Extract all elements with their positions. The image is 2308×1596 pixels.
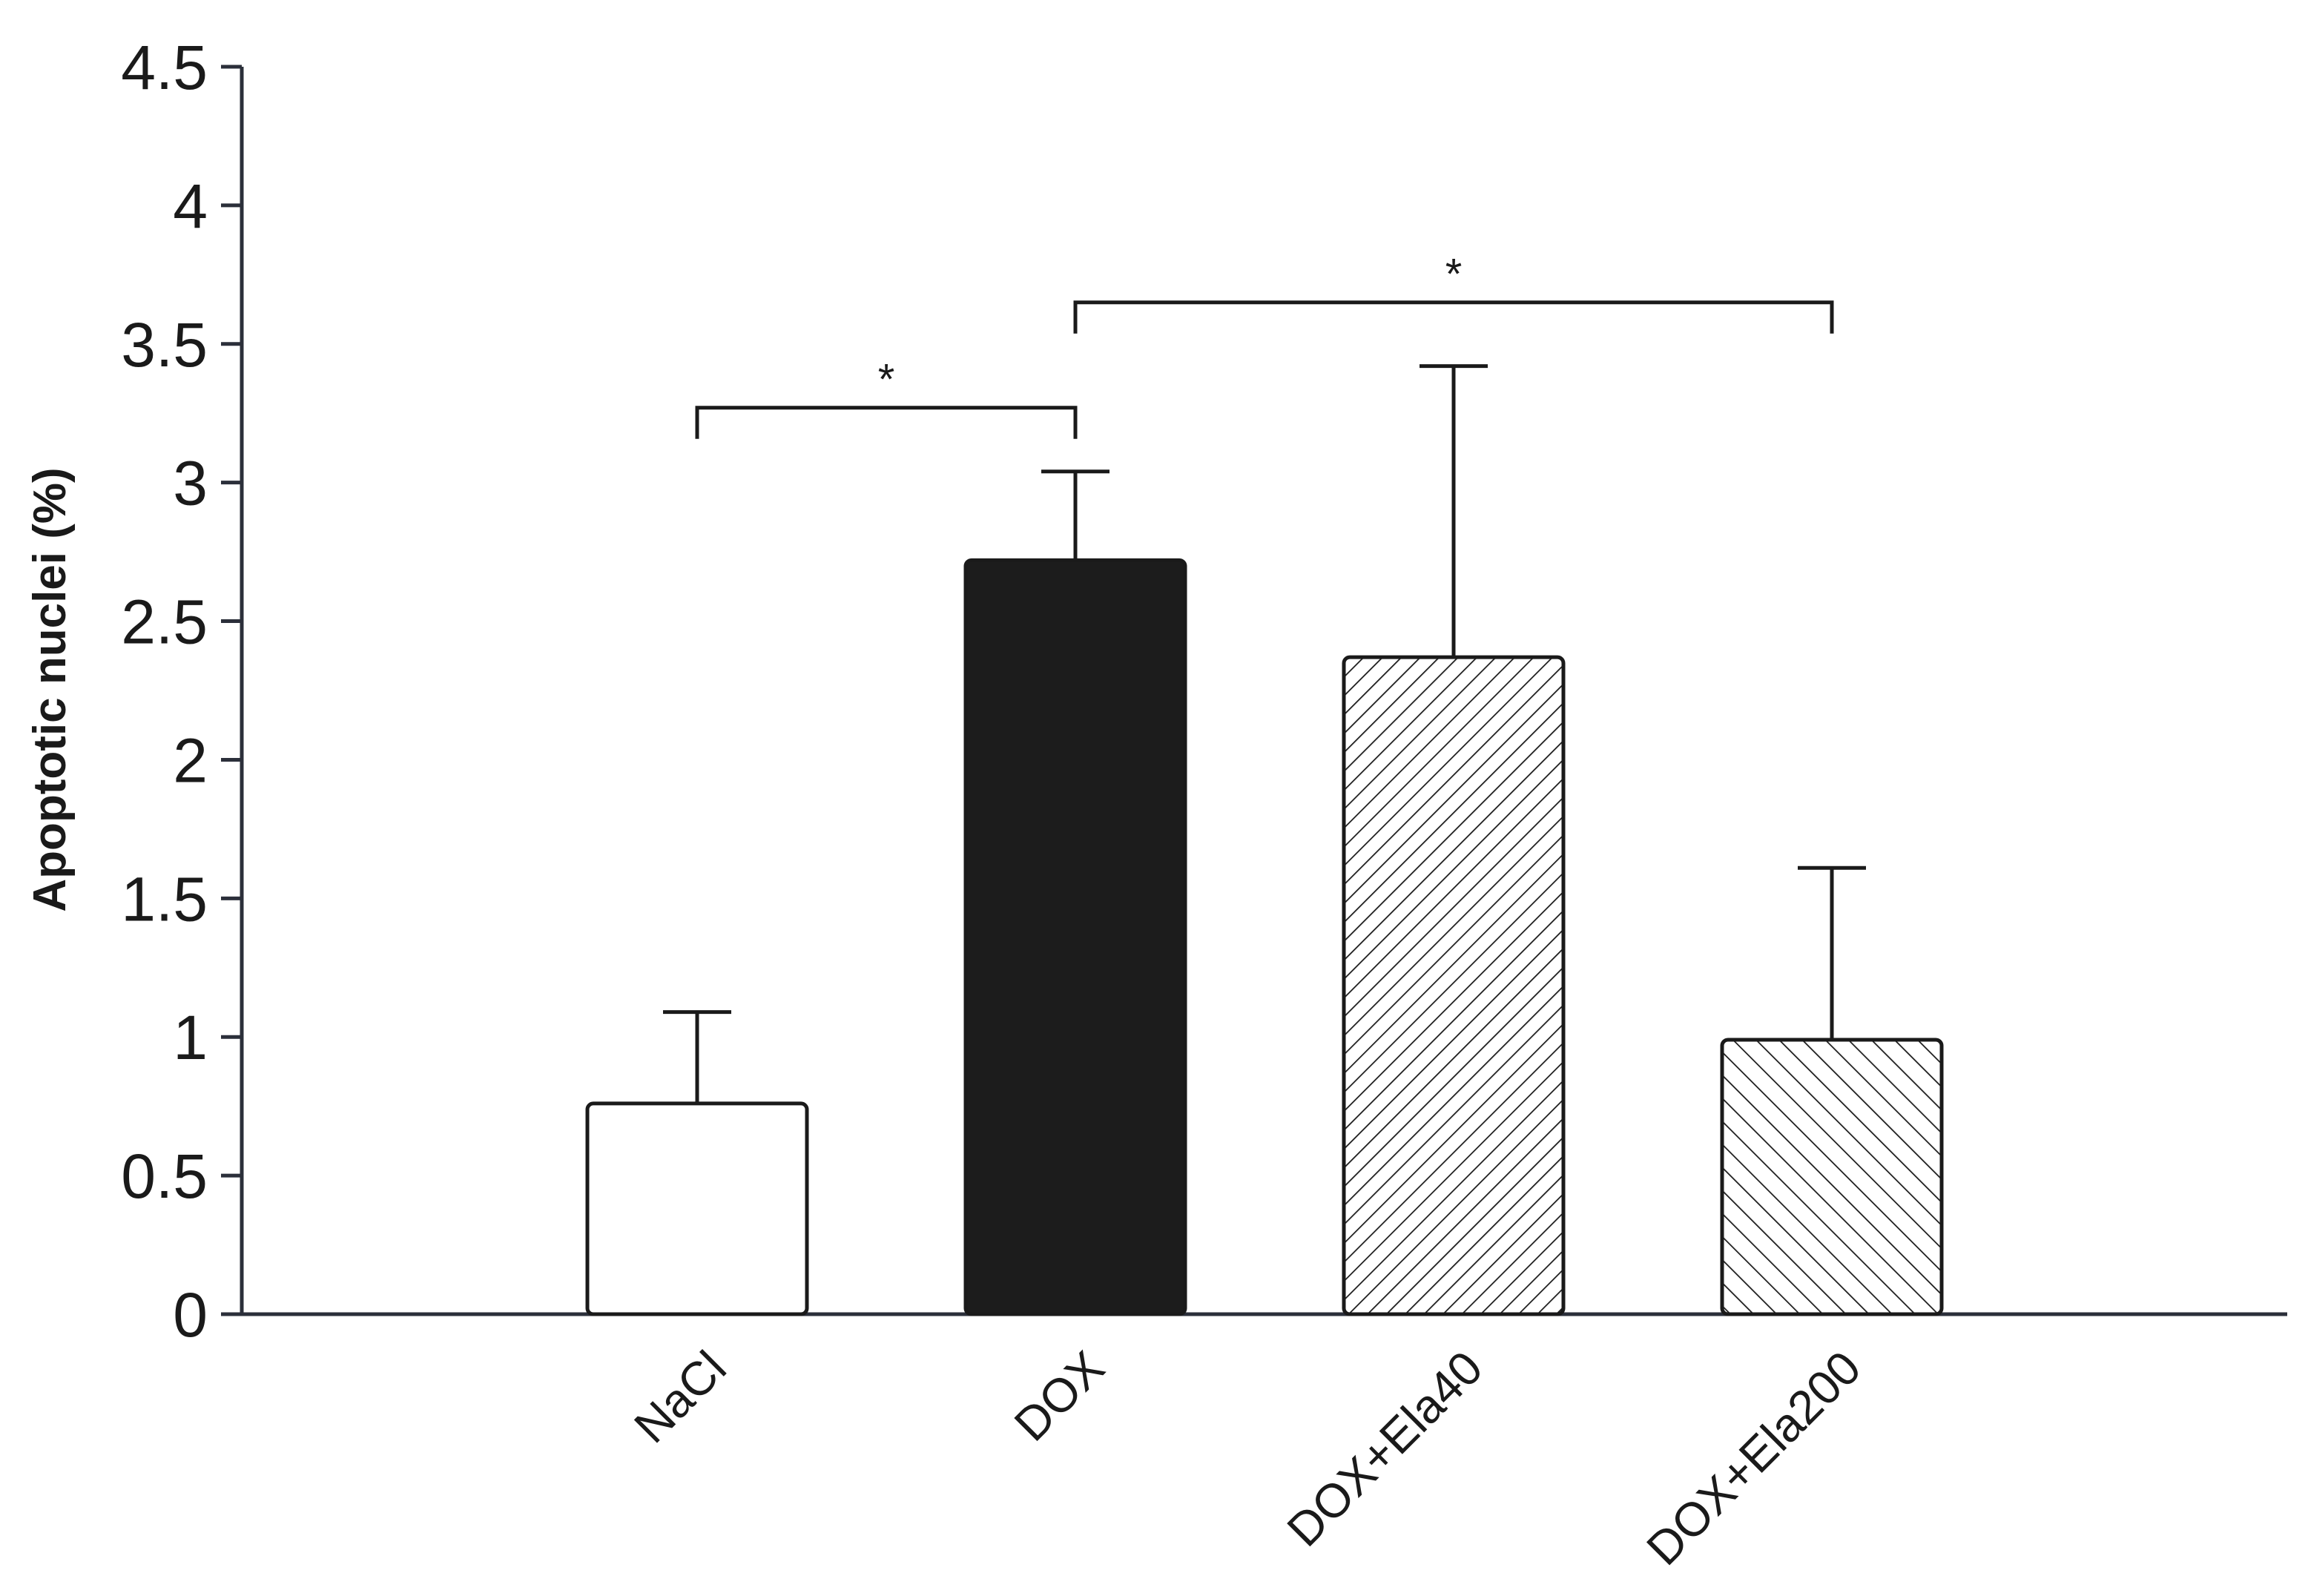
significance-bracket: [1073, 300, 1834, 334]
y-tick-label: 4.5: [121, 33, 208, 102]
bar-nacl: [585, 1101, 809, 1316]
significance-marker: *: [878, 356, 895, 404]
y-axis: 0 0.5 1 1.5 2 2.5 3 3.5 4 4.5: [121, 33, 244, 1350]
y-tick-label: 1: [173, 1003, 208, 1072]
error-bars: [663, 364, 1866, 1104]
y-tick-label: 2.5: [121, 587, 208, 657]
y-tick-label: 4: [173, 171, 208, 241]
significance-bracket: [695, 406, 1078, 439]
y-tick-label: 1.5: [121, 864, 208, 934]
bar-dox-ela40: [1342, 655, 1566, 1316]
category-label: DOX+Ela40: [1277, 1341, 1493, 1557]
y-tick-label: 3: [173, 449, 208, 518]
bar-dox: [963, 558, 1187, 1316]
significance-marker: *: [1445, 251, 1463, 299]
category-label: DOX: [1004, 1341, 1115, 1451]
bars: [585, 558, 1944, 1316]
y-tick-label: 3.5: [121, 310, 208, 380]
category-labels: NaCl DOX DOX+Ela40 DOX+Ela200: [624, 1341, 1870, 1575]
y-axis-label: Apoptotic nuclei (%): [24, 467, 76, 911]
y-tick-label: 0.5: [121, 1141, 208, 1211]
category-label: NaCl: [624, 1341, 736, 1453]
y-tick-label: 2: [173, 725, 208, 795]
y-tick-label: 0: [173, 1280, 208, 1350]
bar-dox-ela200: [1720, 1038, 1944, 1316]
category-label: DOX+Ela200: [1636, 1341, 1870, 1575]
significance-brackets: **: [695, 251, 1834, 439]
